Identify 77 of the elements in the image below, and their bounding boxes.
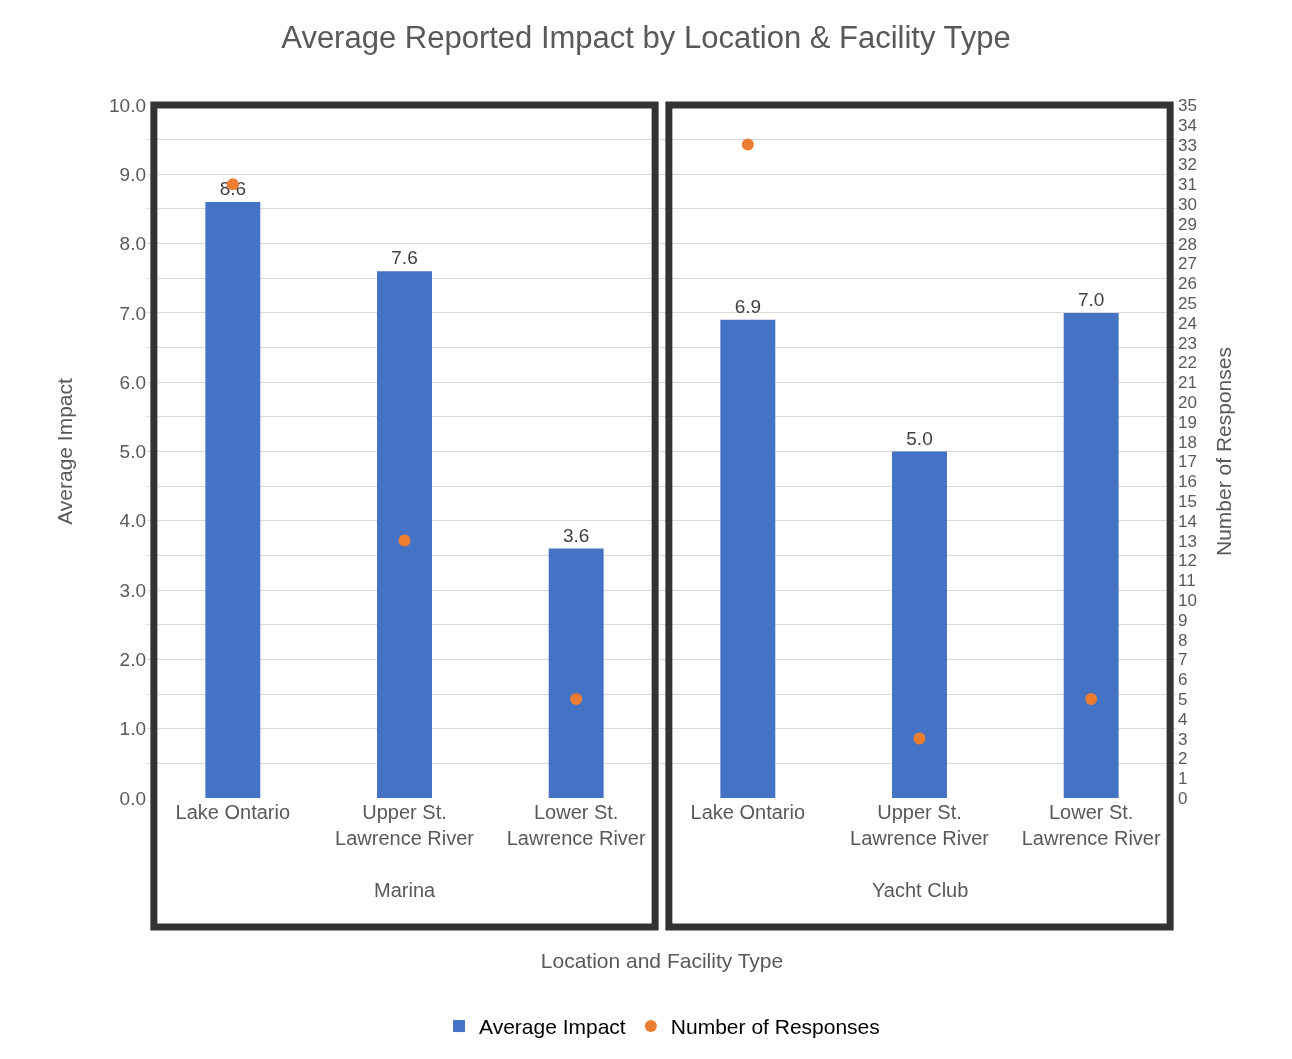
y2-tick-label: 13: [1178, 531, 1197, 551]
y-tick-label: 2.0: [119, 649, 146, 671]
y2-tick-label: 17: [1178, 452, 1197, 472]
x-tick-label: Lake Ontario: [175, 801, 291, 823]
bar: [892, 451, 947, 798]
text: Marina: [374, 879, 437, 901]
y2-tick-label: 35: [1178, 95, 1197, 115]
y-tick-label: 5.0: [119, 441, 146, 463]
y-tick-label: 9.0: [119, 163, 146, 185]
text: Yacht Club: [872, 879, 969, 901]
y2-tick-label: 14: [1178, 511, 1197, 531]
y2-tick-label: 19: [1178, 412, 1197, 432]
y2-tick-label: 4: [1178, 709, 1188, 729]
y2-tick-label: 31: [1178, 175, 1197, 195]
y2-tick-label: 3: [1178, 729, 1188, 749]
y2-tick-label: 18: [1178, 432, 1197, 452]
data-label: 7.0: [1077, 288, 1105, 310]
point: [913, 732, 926, 745]
y2-tick-label: 34: [1178, 115, 1197, 135]
bar: [548, 548, 604, 798]
x-tick-label: Upper St. Lawrence River: [335, 801, 475, 849]
y-tick-label: 0.0: [119, 787, 146, 809]
data-label: 6.9: [734, 295, 762, 317]
y2-tick-label: 26: [1178, 274, 1197, 294]
x-tick-label: Lower St. Lawrence River: [1021, 801, 1161, 849]
y2-tick-label: 27: [1178, 254, 1197, 274]
y2-tick-label: 33: [1178, 135, 1197, 155]
point: [398, 534, 411, 547]
y-tick-label: 1.0: [119, 718, 146, 740]
point: [1085, 693, 1098, 705]
y2-tick-label: 20: [1178, 392, 1197, 412]
x-tick-label: Lake Ontario: [690, 801, 806, 823]
point: [741, 138, 754, 151]
y2-tick-label: 15: [1178, 491, 1197, 511]
x-tick-label: Upper St. Lawrence River: [850, 801, 990, 849]
y2-axis-title: Number of Responses: [1212, 347, 1236, 556]
bar: [1063, 312, 1119, 798]
y2-tick-label: 8: [1178, 630, 1188, 650]
y2-tick-label: 10: [1178, 590, 1197, 610]
bar: [377, 271, 432, 798]
chart-title: Average Reported Impact by Location & Facility Type: [281, 20, 1011, 56]
y-tick-label: 7.0: [119, 302, 146, 324]
legend-label: Average Impact: [479, 1015, 626, 1039]
y2-tick-label: 28: [1178, 234, 1197, 254]
y2-tick-label: 29: [1178, 214, 1197, 234]
y2-tick-label: 7: [1178, 650, 1188, 670]
y2-tick-label: 12: [1178, 551, 1197, 571]
y2-tick-label: 23: [1178, 333, 1197, 353]
y-tick-label: 3.0: [119, 579, 146, 601]
bar: [720, 319, 776, 798]
y-tick-label: 8.0: [119, 233, 146, 255]
x-axis-title: Location and Facility Type: [540, 949, 784, 973]
y2-tick-label: 1: [1178, 769, 1188, 789]
point: [570, 693, 583, 705]
legend-label: Number of Responses: [670, 1015, 880, 1039]
data-label: 3.6: [562, 524, 590, 546]
y2-tick-label: 2: [1178, 749, 1188, 769]
y-tick-label: 4.0: [119, 510, 146, 532]
y2-tick-label: 25: [1178, 293, 1197, 313]
y-tick-label: 10.0: [109, 94, 146, 116]
y2-tick-label: 11: [1178, 571, 1196, 591]
y2-tick-label: 30: [1178, 194, 1197, 214]
y2-tick-label: 5: [1178, 689, 1188, 709]
y-axis-title: Average Impact: [53, 377, 77, 525]
x-tick-label: Lower St. Lawrence River: [506, 801, 646, 849]
y2-tick-label: 32: [1178, 155, 1197, 175]
y2-tick-label: 0: [1178, 788, 1188, 808]
bar: [205, 202, 261, 798]
data-label: 7.6: [391, 247, 418, 269]
data-label: 5.0: [906, 427, 933, 449]
y-tick-label: 6.0: [119, 371, 146, 393]
y2-tick-label: 22: [1178, 353, 1197, 373]
y2-tick-label: 6: [1178, 670, 1188, 690]
y2-tick-label: 9: [1178, 610, 1188, 630]
y2-tick-label: 24: [1178, 313, 1197, 333]
y2-tick-label: 21: [1178, 373, 1197, 393]
y2-tick-label: 16: [1178, 472, 1197, 492]
